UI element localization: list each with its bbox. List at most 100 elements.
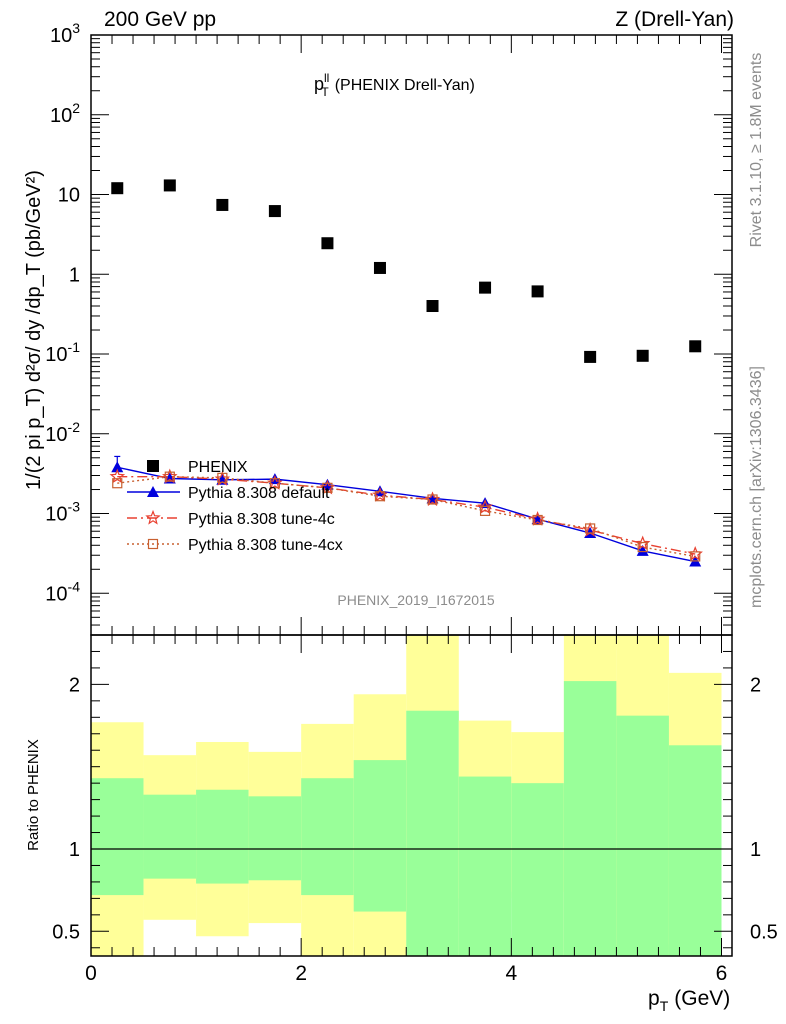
marker-series-0 [636, 349, 649, 362]
series-line-1 [117, 466, 696, 563]
y-tick-base: 10 [50, 25, 72, 47]
marker-series-0 [268, 205, 281, 218]
y-tick-label: 102 [50, 100, 80, 127]
ratio-y-tick-label-right: 1 [750, 839, 761, 861]
ratio-y-tick-label-right: 2 [750, 674, 761, 696]
marker-series-3 [479, 505, 491, 516]
inner-band-bin [511, 783, 564, 956]
legend-label-1: Pythia 8.308 default [188, 485, 330, 502]
y-tick-exp: -3 [68, 499, 81, 515]
inner-band-bin [406, 710, 459, 956]
y-tick-base: 10 [45, 583, 67, 605]
series-line-3 [117, 475, 696, 558]
main-title: pll T (PHENIX Drell-Yan) [314, 71, 475, 99]
marker-series-3 [637, 541, 648, 553]
legend-marker-0 [147, 460, 159, 472]
ratio-y-tick-label-right: 0.5 [750, 921, 778, 943]
y-tick-label: 10-1 [45, 339, 80, 366]
main-title-sub: T [321, 85, 329, 99]
inner-band-bin [301, 778, 354, 896]
x-tick-label: 4 [505, 962, 517, 985]
main-title-sup: ll [324, 71, 329, 85]
ratio-y-tick-label-left: 1 [69, 839, 80, 861]
legend-marker-1 [147, 486, 159, 497]
y-tick-label: 10-3 [45, 499, 80, 526]
marker-series-2 [634, 535, 651, 551]
xlabel-p: p [648, 987, 660, 1010]
marker-series-0 [216, 198, 229, 211]
marker-series-0 [426, 300, 439, 313]
y-tick-exp: -2 [68, 419, 81, 435]
marker-series-3 [269, 478, 280, 489]
inner-band-bin [143, 794, 197, 879]
y-tick-exp: -1 [68, 339, 81, 355]
inner-band-bin [248, 796, 302, 881]
inner-band-bin [616, 715, 669, 956]
main-ylabel: 1/(2 pi p_T) d²σ/ dy /dp_T (pb/GeV²) [23, 170, 45, 490]
xlabel-unit: (GeV) [674, 987, 730, 1010]
legend-label-2: Pythia 8.308 tune-4c [188, 511, 335, 528]
marker-series-0 [163, 179, 176, 192]
ratio-axis-ticks: 0.5 0.5 1 1 2 2 0 2 4 6 [52, 635, 778, 985]
xlabel-sub: T [660, 998, 669, 1014]
legend: PHENIX Pythia 8.308 default Pythia 8.308 t… [127, 459, 343, 554]
marker-series-0 [479, 281, 492, 294]
header-left: 200 GeV pp [104, 8, 216, 31]
ratio-y-tick-label-left: 0.5 [52, 921, 80, 943]
marker-series-3 [322, 482, 333, 493]
marker-series-3 [217, 472, 228, 483]
marker-series-3 [585, 523, 596, 534]
legend-marker-3 [147, 538, 159, 550]
y-tick-exp: -4 [68, 578, 81, 594]
main-title-p: p [314, 74, 324, 94]
marker-series-1 [636, 544, 649, 556]
ratio-bands [91, 635, 722, 956]
marker-series-3 [427, 494, 438, 505]
y-tick-exp: 3 [72, 20, 80, 36]
inner-band-bin [196, 789, 249, 884]
marker-series-3 [112, 478, 123, 489]
y-tick-exp: 2 [72, 100, 80, 116]
y-tick-base: 10 [45, 424, 67, 446]
inner-band-bin [668, 745, 722, 956]
y-tick-label: 103 [50, 20, 80, 47]
inner-band-bin [458, 776, 512, 956]
marker-series-0 [531, 285, 544, 298]
ratio-frame [90, 634, 733, 957]
inner-band-bin [91, 778, 144, 896]
ratio-y-tick-label-left: 2 [69, 674, 80, 696]
inner-band-bin [563, 681, 617, 956]
main-series-markers [109, 179, 703, 567]
marker-series-3 [164, 471, 175, 482]
marker-series-0 [584, 350, 597, 363]
y-tick-base: 10 [45, 344, 67, 366]
marker-series-1 [111, 461, 124, 473]
marker-series-2 [109, 468, 126, 484]
legend-label-0: PHENIX [188, 459, 248, 476]
marker-series-1 [321, 478, 334, 490]
y-tick-label: 10-2 [45, 419, 80, 446]
y-tick-base: 10 [45, 504, 67, 526]
marker-series-0 [321, 237, 334, 250]
legend-marker-2 [145, 509, 161, 525]
ratio-ylabel-text: Ratio to PHENIX [25, 739, 42, 851]
main-title-rest: (PHENIX Drell-Yan) [335, 77, 475, 94]
marker-series-3 [532, 514, 543, 526]
rivet-label: Rivet 3.1.10, ≥ 1.8M events [748, 53, 765, 248]
legend-label-3: Pythia 8.308 tune-4cx [188, 537, 343, 554]
inner-band-bin [353, 760, 407, 912]
y-tick-label: 1 [69, 264, 80, 286]
marker-series-3 [690, 551, 701, 562]
main-ylabel-text: 1/(2 pi p_T) d²σ/ dy /dp_T (pb/GeV²) [23, 170, 45, 490]
x-tick-label: 0 [85, 962, 97, 985]
source-label: mcplots.cern.ch [arXiv:1306.3436] [748, 366, 765, 608]
header-right: Z (Drell-Yan) [615, 8, 734, 31]
y-tick-base: 10 [50, 105, 72, 127]
y-tick-label: 10 [58, 185, 80, 207]
x-tick-label: 6 [716, 962, 728, 985]
ratio-ylabel: Ratio to PHENIX [25, 739, 42, 851]
analysis-label: PHENIX_2019_I1672015 [337, 592, 494, 608]
marker-series-3 [374, 491, 386, 502]
marker-series-0 [689, 340, 702, 353]
